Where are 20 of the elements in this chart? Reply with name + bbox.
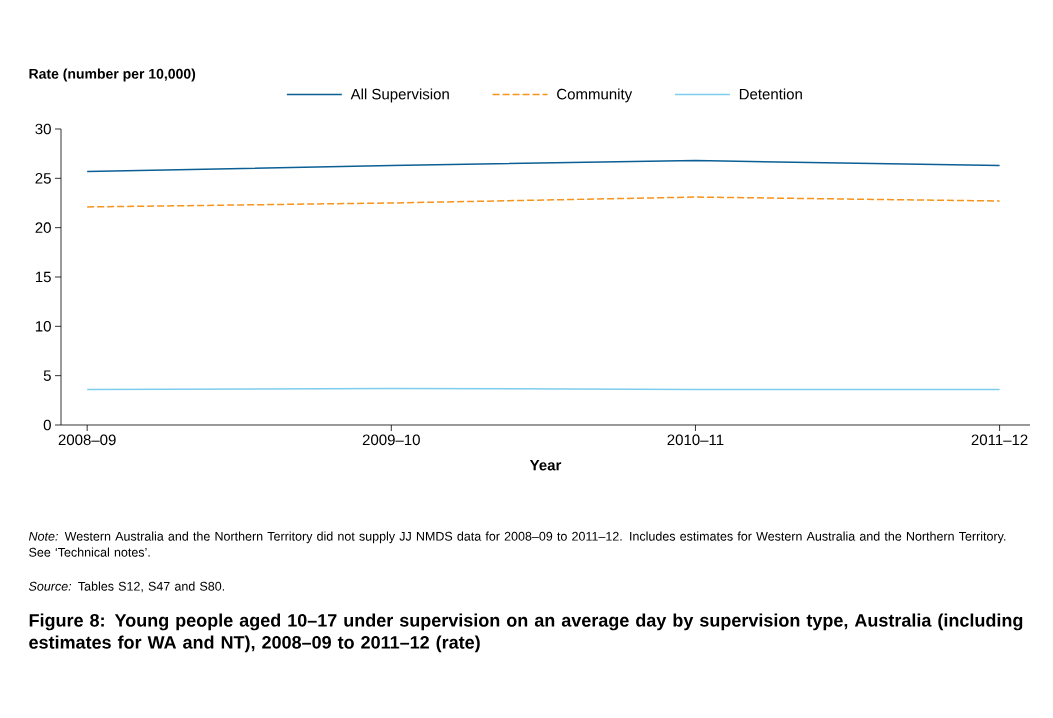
y-tick-label: 15 xyxy=(35,271,51,283)
line-series xyxy=(86,196,1001,208)
y-tick-label: 30 xyxy=(35,123,51,135)
legend-label: Detention xyxy=(739,88,802,100)
x-tick-label: 2009–10 xyxy=(362,434,420,446)
text: Note: Western Australia and the Northern Territory did not supply JJ NMDS data for 2008–09 to 2011–12. Includes estimates for Western Australia and the Northern Territory. See ‘Technical notes’. xyxy=(28,531,1006,557)
y-tick-label: 0 xyxy=(43,419,51,431)
legend-label: Community xyxy=(557,88,633,103)
legend-label: All Supervision xyxy=(350,88,449,103)
y-tick-label: 20 xyxy=(35,222,51,233)
x-tick-label: 2011–12 xyxy=(971,434,1028,446)
y-tick-label: 5 xyxy=(43,370,51,381)
x-tick-label: 2010–11 xyxy=(667,434,724,446)
text: Source: Tables S12, S47 and S80. xyxy=(28,581,225,593)
x-axis-title: Year xyxy=(529,460,562,471)
y-tick-label: 10 xyxy=(35,321,51,332)
y-axis-title: Rate (number per 10,000) xyxy=(29,68,196,82)
text: Figure 8: Young people aged 10–17 under supervision on an average day by supervision type, Australia (including estimates for WA and NT), 2008–09 to 2011–12 (rate) xyxy=(29,613,1023,653)
x-tick-label: 2008–09 xyxy=(58,434,116,446)
y-tick-label: 25 xyxy=(35,173,51,184)
